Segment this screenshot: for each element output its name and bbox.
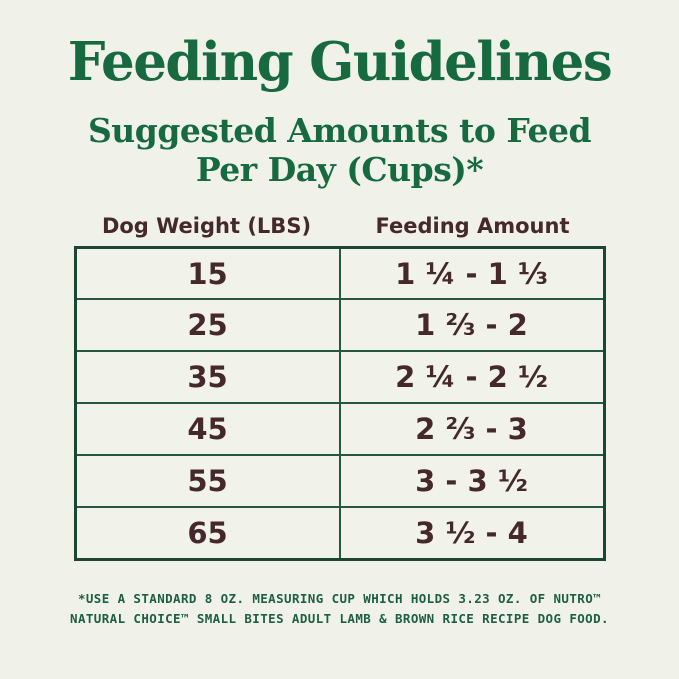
feeding-amount-cell: 2 ¼ - 2 ½: [338, 350, 605, 405]
feeding-amount-cell: 2 ⅔ - 3: [338, 402, 605, 457]
table-column-headers: Dog Weight (LBS) Feeding Amount: [74, 214, 606, 238]
feeding-amount-cell: 1 ¼ - 1 ⅓: [338, 246, 605, 301]
table-row: 25 1 ⅔ - 2: [74, 298, 605, 353]
dog-weight-cell: 35: [74, 350, 341, 405]
feeding-guidelines-table: 15 1 ¼ - 1 ⅓ 25 1 ⅔ - 2 35 2 ¼ - 2 ½ 45 …: [73, 245, 606, 561]
column-header-dog-weight: Dog Weight (LBS): [101, 213, 312, 238]
footnote-line-1: *USE A STANDARD 8 OZ. MEASURING CUP WHIC…: [77, 590, 602, 606]
dog-weight-cell: 65: [74, 506, 341, 561]
dog-weight-cell: 25: [74, 298, 341, 353]
dog-weight-cell: 55: [74, 454, 341, 509]
table-row: 45 2 ⅔ - 3: [74, 402, 605, 457]
feeding-amount-cell: 1 ⅔ - 2: [338, 298, 605, 353]
measuring-cup-footnote: *USE A STANDARD 8 OZ. MEASURING CUP WHIC…: [0, 589, 679, 629]
subtitle-line-1: Suggested Amounts to Feed: [87, 110, 592, 150]
table-row: 65 3 ½ - 4: [74, 506, 605, 561]
feeding-amount-cell: 3 ½ - 4: [338, 506, 605, 561]
column-header-feeding-amount: Feeding Amount: [375, 213, 570, 238]
dog-weight-cell: 15: [74, 246, 341, 301]
page-subtitle: Suggested Amounts to Feed Per Day (Cups)…: [0, 111, 679, 190]
table-row: 35 2 ¼ - 2 ½: [74, 350, 605, 405]
feeding-amount-cell: 3 - 3 ½: [338, 454, 605, 509]
subtitle-line-2: Per Day (Cups)*: [195, 150, 484, 190]
page-title: Feeding Guidelines: [67, 31, 613, 93]
footnote-line-2: NATURAL CHOICE™ SMALL BITES ADULT LAMB &…: [70, 610, 609, 626]
dog-weight-cell: 45: [74, 402, 341, 457]
table-row: 55 3 - 3 ½: [74, 454, 605, 509]
table-row: 15 1 ¼ - 1 ⅓: [74, 246, 605, 301]
